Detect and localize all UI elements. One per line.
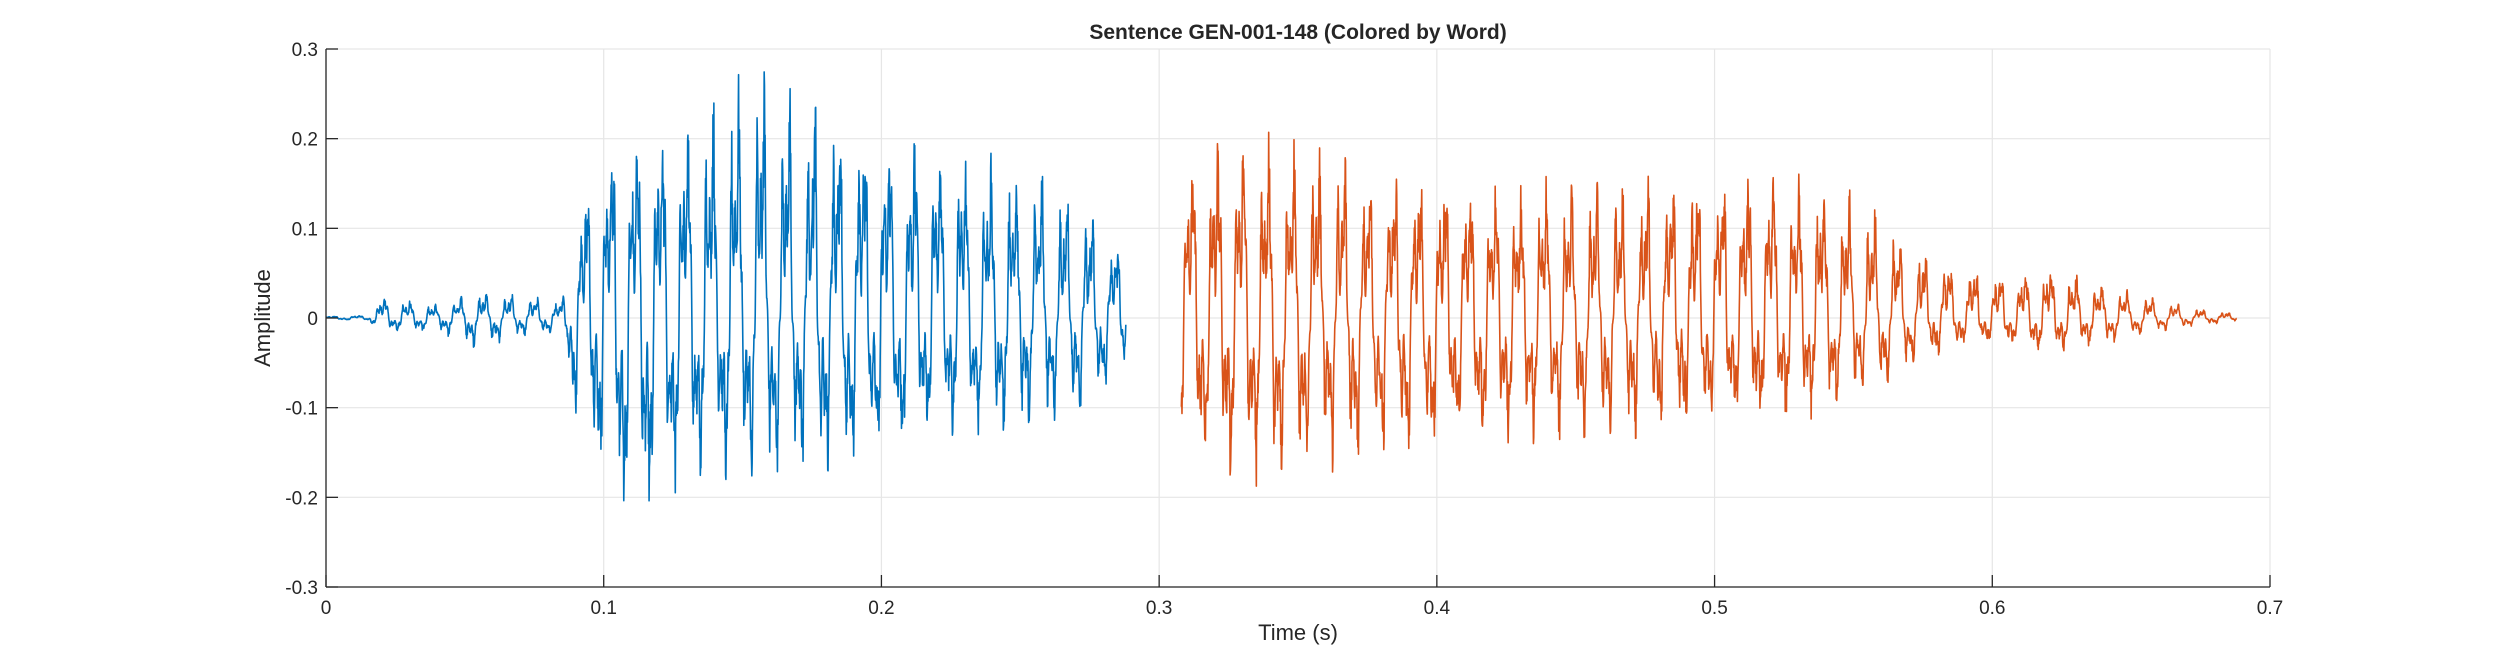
x-tick-labels: 0 0.1 0.2 0.3 0.4 0.5 0.6 0.7 bbox=[321, 598, 2284, 619]
y-tick-label: 0.3 bbox=[292, 40, 318, 61]
y-tick-label: 0 bbox=[307, 309, 318, 330]
y-tick-label: 0.1 bbox=[292, 219, 318, 240]
axes bbox=[325, 48, 2271, 588]
x-tick-label: 0.3 bbox=[1146, 598, 1172, 619]
x-tick-label: 0.6 bbox=[1979, 598, 2005, 619]
y-axis-label: Amplitude bbox=[250, 269, 275, 367]
x-axis-label: Time (s) bbox=[1258, 620, 1338, 645]
x-tick-label: 0.2 bbox=[868, 598, 894, 619]
series-group bbox=[325, 71, 2238, 502]
waveform-series-1 bbox=[325, 71, 1127, 502]
y-tick-labels: -0.3 -0.2 -0.1 0 0.1 0.2 0.3 bbox=[285, 40, 318, 599]
x-tick-label: 0 bbox=[321, 598, 332, 619]
y-tick-label: -0.1 bbox=[285, 399, 318, 420]
y-tick-label: -0.2 bbox=[285, 488, 318, 509]
x-tick-label: 0.5 bbox=[1701, 598, 1727, 619]
x-tick-label: 0.1 bbox=[591, 598, 617, 619]
chart-title: Sentence GEN-001-148 (Colored by Word) bbox=[1089, 21, 1506, 44]
x-tick-label: 0.7 bbox=[2257, 598, 2283, 619]
y-tick-label: 0.2 bbox=[292, 130, 318, 151]
waveform-series-2 bbox=[1180, 131, 2238, 487]
y-tick-label: -0.3 bbox=[285, 578, 318, 599]
x-tick-label: 0.4 bbox=[1424, 598, 1451, 619]
